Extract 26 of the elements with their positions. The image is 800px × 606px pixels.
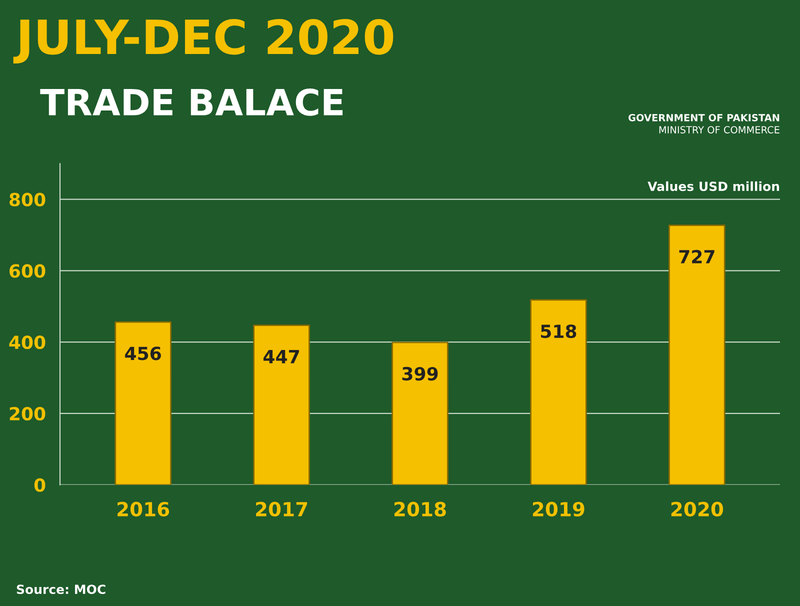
data-label: 727: [679, 250, 714, 264]
y-tick-label: 0: [34, 478, 46, 492]
x-tick-label: 2020: [671, 502, 724, 517]
x-tick-label: 2018: [394, 502, 446, 517]
data-label: 399: [402, 366, 438, 381]
bar: [114, 321, 172, 485]
data-label: 456: [125, 346, 161, 360]
text: MINISTRY OF COMMERCE: [659, 126, 780, 134]
annotation: Values USD million: [648, 181, 780, 192]
x-tick-label: 2017: [256, 502, 308, 517]
chart-subtitle: TRADE BALACE: [40, 88, 343, 116]
data-label: 447: [264, 350, 299, 364]
chart-title: JULY-DEC 2020: [13, 19, 394, 64]
data-label: 518: [541, 324, 576, 338]
bar: [392, 342, 448, 485]
source-note: Source: MOC: [16, 584, 106, 594]
y-tick-label: 200: [10, 406, 46, 421]
text: GOVERNMENT OF PAKISTAN: [628, 114, 780, 122]
bar: [668, 224, 726, 485]
x-tick-label: 2019: [532, 502, 584, 517]
y-tick-label: 400: [9, 336, 46, 350]
y-tick-label: 800: [10, 192, 46, 206]
x-tick-label: 2016: [118, 502, 170, 517]
y-tick-label: 600: [10, 264, 46, 278]
bar: [253, 324, 310, 485]
bar: [530, 299, 587, 485]
